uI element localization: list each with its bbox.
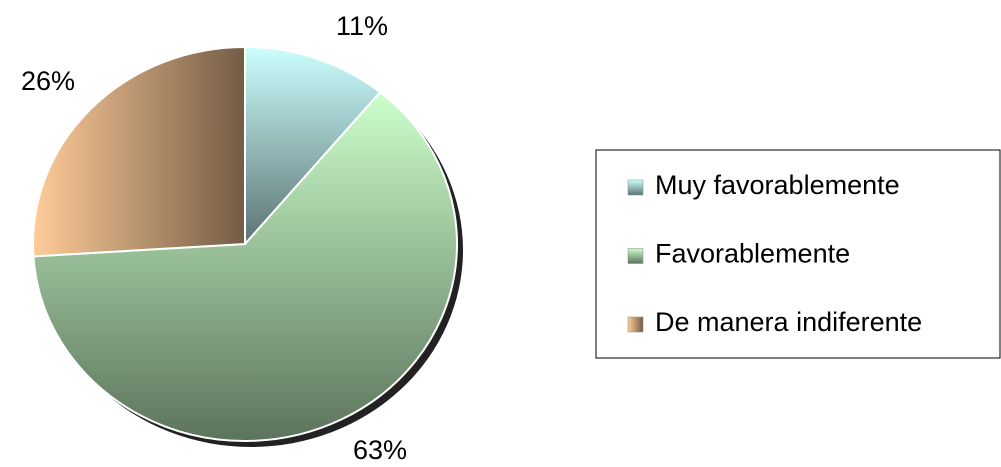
data-label: 26% [21, 66, 75, 96]
pie-slice [32, 90, 458, 442]
legend-swatch [627, 248, 644, 264]
data-label: 11% [336, 11, 388, 41]
legend-swatch [627, 179, 644, 196]
legend-label: De manera indiferente [655, 307, 922, 337]
pie-slice [32, 45, 246, 258]
data-label: 63% [353, 435, 407, 465]
legend-label: Muy favorablemente [655, 170, 900, 200]
legend-box [595, 149, 1001, 359]
legend-swatch [627, 316, 644, 333]
pie-slice [244, 45, 382, 247]
legend-label: Favorablemente [655, 239, 850, 269]
